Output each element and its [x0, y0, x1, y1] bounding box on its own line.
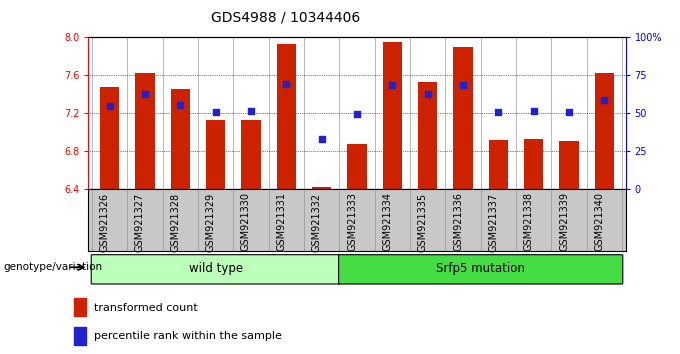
- Bar: [595, 73, 614, 189]
- Text: GSM921331: GSM921331: [276, 193, 286, 251]
- Bar: [454, 47, 473, 189]
- FancyBboxPatch shape: [339, 255, 623, 284]
- Text: GSM921336: GSM921336: [453, 193, 463, 251]
- Point: [175, 102, 186, 108]
- Bar: [524, 139, 543, 189]
- Text: GSM921328: GSM921328: [170, 193, 180, 252]
- Point: [387, 82, 398, 87]
- Text: GSM921333: GSM921333: [347, 193, 357, 251]
- Point: [422, 91, 433, 97]
- Point: [281, 81, 292, 87]
- Text: GSM921330: GSM921330: [241, 193, 251, 251]
- Text: GSM921326: GSM921326: [99, 193, 109, 252]
- Point: [352, 112, 362, 117]
- Text: GSM921332: GSM921332: [311, 193, 322, 252]
- Text: GSM921340: GSM921340: [594, 193, 605, 251]
- Text: transformed count: transformed count: [94, 303, 198, 313]
- Point: [564, 109, 575, 115]
- Point: [139, 91, 150, 97]
- Bar: [206, 120, 225, 189]
- Point: [210, 109, 221, 115]
- Bar: [418, 82, 437, 189]
- Bar: [241, 120, 260, 189]
- Bar: [73, 298, 86, 316]
- Point: [104, 103, 115, 108]
- Bar: [135, 73, 154, 189]
- Point: [493, 109, 504, 115]
- Text: GSM921337: GSM921337: [488, 193, 498, 252]
- Text: GSM921334: GSM921334: [382, 193, 392, 251]
- Text: GSM921339: GSM921339: [559, 193, 569, 251]
- Text: GSM921335: GSM921335: [418, 193, 428, 252]
- Bar: [383, 42, 402, 189]
- Text: Srfp5 mutation: Srfp5 mutation: [437, 262, 525, 275]
- Text: genotype/variation: genotype/variation: [3, 262, 103, 272]
- Bar: [171, 88, 190, 189]
- Text: GSM921329: GSM921329: [205, 193, 216, 252]
- Point: [528, 109, 539, 114]
- Bar: [347, 144, 367, 189]
- Bar: [73, 327, 86, 345]
- Text: percentile rank within the sample: percentile rank within the sample: [94, 331, 282, 341]
- Point: [599, 97, 610, 103]
- Point: [245, 109, 256, 114]
- Point: [458, 82, 469, 87]
- Bar: [100, 87, 119, 189]
- Bar: [312, 187, 331, 189]
- Point: [316, 136, 327, 142]
- Bar: [489, 140, 508, 189]
- FancyBboxPatch shape: [91, 255, 340, 284]
- Text: GSM921338: GSM921338: [524, 193, 534, 251]
- Bar: [277, 44, 296, 189]
- Text: GSM921327: GSM921327: [135, 193, 145, 252]
- Text: wild type: wild type: [188, 262, 243, 275]
- Bar: [560, 141, 579, 189]
- Text: GDS4988 / 10344406: GDS4988 / 10344406: [211, 11, 360, 25]
